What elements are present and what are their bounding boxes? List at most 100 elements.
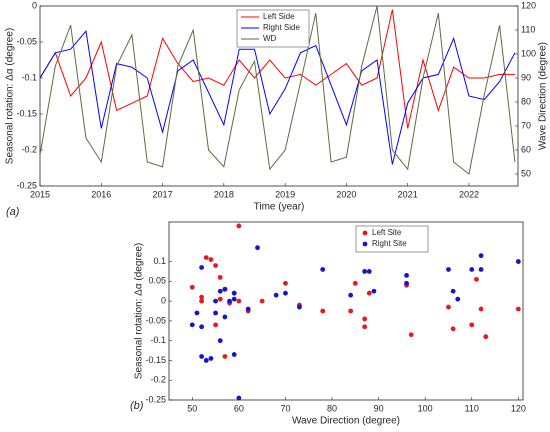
scatter-point: [199, 324, 205, 330]
scatter-point: [231, 296, 237, 302]
x-tick-label: 60: [234, 403, 244, 413]
scatter-point: [217, 296, 223, 302]
scatter-point: [213, 310, 218, 316]
scatter-point: [348, 292, 354, 298]
scatter-point: [404, 280, 409, 286]
scatter-point: [259, 298, 265, 304]
scatter-point: [348, 308, 354, 314]
x-tick-label: 120: [511, 403, 526, 413]
plot-frame: [39, 5, 519, 187]
scatter-point: [320, 308, 326, 314]
scatter-point: [450, 326, 456, 332]
x-tick-label: 2021: [398, 189, 418, 199]
scatter-point: [446, 304, 451, 310]
scatter-point: [203, 255, 209, 260]
legend-swatch: [362, 241, 368, 247]
scatter-point: [515, 306, 521, 312]
scatter-point: [194, 310, 200, 316]
legend-label: WD: [263, 34, 277, 43]
scatter-point: [371, 288, 377, 294]
y-axis-label: Seasonal rotation: Δα (degree): [134, 243, 145, 379]
y-tick-label: -0.25: [16, 180, 37, 190]
scatter-point: [222, 314, 228, 320]
scatter-point: [236, 298, 242, 304]
x-axis-label: Time (year): [254, 202, 305, 213]
scatter-point: [362, 324, 368, 330]
y-tick-label: -0.2: [21, 144, 37, 154]
scatter-point: [408, 332, 414, 338]
y2-tick-label: 60: [521, 144, 531, 154]
scatter-point: [203, 358, 209, 363]
panel-label: (a): [6, 206, 20, 218]
x-tick-label: 2018: [214, 189, 234, 199]
x-tick-label: 80: [327, 403, 337, 413]
scatter-point: [446, 267, 451, 272]
scatter-point: [273, 292, 279, 298]
scatter-point: [217, 338, 223, 344]
x-tick-label: 100: [418, 403, 433, 413]
scatter-point: [469, 322, 475, 328]
scatter-point: [283, 280, 288, 286]
y-tick-label: -0.15: [145, 355, 166, 365]
x-tick-label: 2020: [336, 189, 356, 199]
scatter-point: [189, 322, 195, 328]
scatter-point: [199, 298, 205, 304]
scatter-point: [483, 334, 489, 340]
scatter-point: [478, 253, 484, 259]
line-series: [39, 5, 516, 175]
y-tick-label: -0.05: [16, 36, 37, 46]
scatter-point: [297, 304, 302, 310]
scatter-point: [213, 263, 218, 268]
scatter-point: [199, 265, 205, 270]
scatter-point: [199, 294, 205, 300]
y2-tick-label: 80: [521, 96, 531, 106]
x-tick-label: 50: [187, 403, 197, 413]
legend-swatch: [362, 230, 368, 236]
x-tick-label: 70: [280, 403, 290, 413]
scatter-point: [208, 257, 214, 262]
scatter-point: [222, 286, 228, 292]
scatter-point: [199, 354, 205, 359]
line-series: [39, 9, 515, 129]
y-tick-label: 0.1: [153, 256, 166, 266]
y-tick-label: 0: [161, 295, 166, 305]
scatter-point: [455, 296, 461, 302]
scatter-point: [213, 298, 218, 304]
scatter-point: [227, 298, 232, 304]
y-tick-label: -0.1: [21, 72, 37, 82]
x-tick-label: 2019: [275, 189, 295, 199]
scatter-point: [352, 280, 358, 286]
y2-tick-label: 100: [521, 48, 536, 58]
scatter-point: [222, 354, 228, 359]
y2-tick-label: 120: [521, 0, 536, 10]
y2-tick-label: 70: [521, 120, 531, 130]
scatter-point: [208, 356, 214, 361]
y-tick-label: -0.05: [145, 315, 166, 325]
y2-tick-label: 50: [521, 168, 531, 178]
scatter-point: [478, 267, 484, 272]
x-tick-label: 2016: [91, 189, 111, 199]
y2-tick-label: 90: [521, 72, 531, 82]
y-tick-label: 0: [32, 0, 37, 10]
scatter-point: [478, 306, 484, 312]
y2-tick-label: 110: [521, 24, 535, 34]
x-tick-label: 2015: [30, 189, 50, 199]
scatter-point: [245, 306, 251, 312]
legend-label: Left Site: [372, 228, 402, 237]
scatter-point: [283, 290, 288, 296]
scatter-point: [236, 223, 242, 229]
scatter-point: [320, 267, 326, 272]
legend-label: Right Side: [263, 23, 300, 32]
scatter-point: [189, 284, 195, 290]
y-tick-label: 0.05: [148, 276, 166, 286]
line-series: [39, 30, 516, 165]
scatter-point: [366, 290, 372, 296]
scatter-point: [366, 269, 372, 274]
scatter-point: [231, 290, 237, 296]
y2-axis-label: Wave Direction (degree): [538, 42, 549, 150]
x-tick-label: 110: [465, 403, 479, 413]
legend-box: [355, 225, 429, 253]
x-tick-label: 90: [374, 403, 384, 413]
